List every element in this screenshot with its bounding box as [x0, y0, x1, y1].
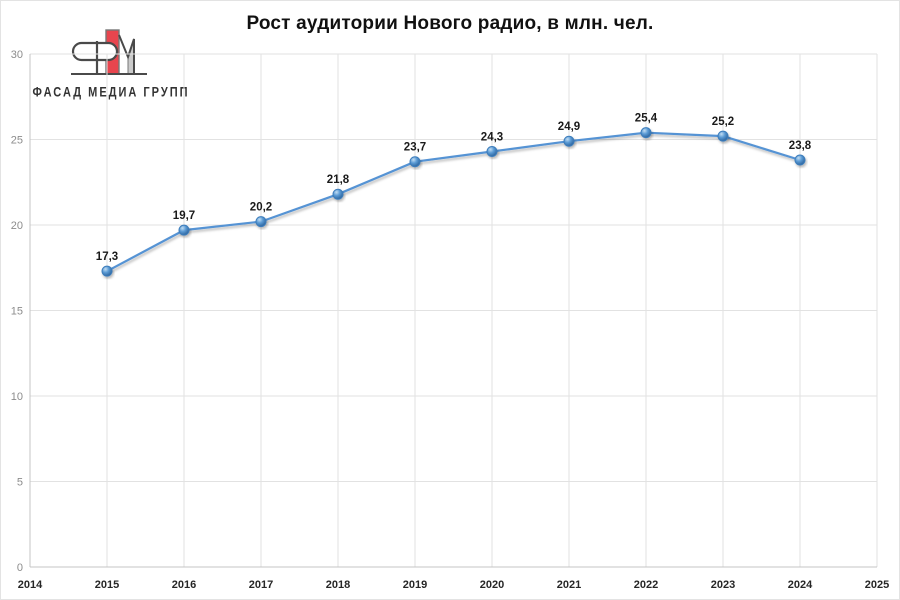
data-point-marker: [563, 135, 575, 147]
data-point-label: 24,3: [481, 131, 503, 143]
data-point-label: 20,2: [250, 202, 272, 214]
audience-line: [106, 131, 801, 273]
data-point-marker: [717, 130, 729, 142]
x-tick-label: 2016: [172, 579, 196, 591]
data-point-label: 23,8: [789, 140, 812, 152]
x-tick-label: 2020: [480, 579, 504, 591]
y-tick-label: 15: [11, 306, 23, 318]
logo-mark-icon: [71, 29, 147, 75]
data-point-marker: [101, 265, 113, 277]
data-point-marker: [332, 188, 344, 200]
x-tick-label: 2025: [865, 579, 889, 591]
data-point-label: 23,7: [404, 142, 426, 154]
y-tick-label: 10: [11, 391, 23, 403]
x-tick-label: 2024: [788, 579, 813, 591]
fasad-media-group-logo: ФАСАД МЕДИА ГРУПП: [31, 27, 191, 100]
data-point-label: 25,4: [635, 113, 658, 125]
data-point-marker: [178, 224, 190, 236]
x-tick-label: 2014: [18, 579, 43, 591]
data-labels: 17,3 19,7 20,2 21,8 23,7 24,3 24,9 25,4 25,2 23,8: [96, 113, 812, 264]
series-line: [101, 127, 806, 277]
x-tick-label: 2023: [711, 579, 735, 591]
data-point-label: 25,2: [712, 116, 734, 128]
y-tick-label: 5: [17, 477, 23, 489]
y-tick-label: 30: [11, 49, 23, 61]
data-point-marker: [794, 154, 806, 166]
data-point-marker: [640, 127, 652, 139]
y-tick-label: 20: [11, 220, 23, 232]
x-tick-label: 2015: [95, 579, 119, 591]
y-tick-label: 0: [17, 562, 23, 574]
x-tick-label: 2018: [326, 579, 350, 591]
data-point-label: 21,8: [327, 174, 350, 186]
logo-text: ФАСАД МЕДИА ГРУПП: [32, 85, 190, 100]
x-tick-label: 2021: [557, 579, 581, 591]
data-point-label: 24,9: [558, 121, 580, 133]
data-point-label: 19,7: [173, 210, 195, 222]
x-tick-label: 2019: [403, 579, 427, 591]
data-point-label: 17,3: [96, 251, 118, 263]
chart-title: Рост аудитории Нового радио, в млн. чел.: [246, 13, 654, 34]
data-point-marker: [486, 145, 498, 157]
x-tick-label: 2022: [634, 579, 658, 591]
y-tick-label: 25: [11, 135, 23, 147]
data-point-marker: [409, 156, 421, 168]
gridlines: [30, 53, 878, 567]
x-tick-label: 2017: [249, 579, 273, 591]
data-point-marker: [255, 216, 267, 228]
